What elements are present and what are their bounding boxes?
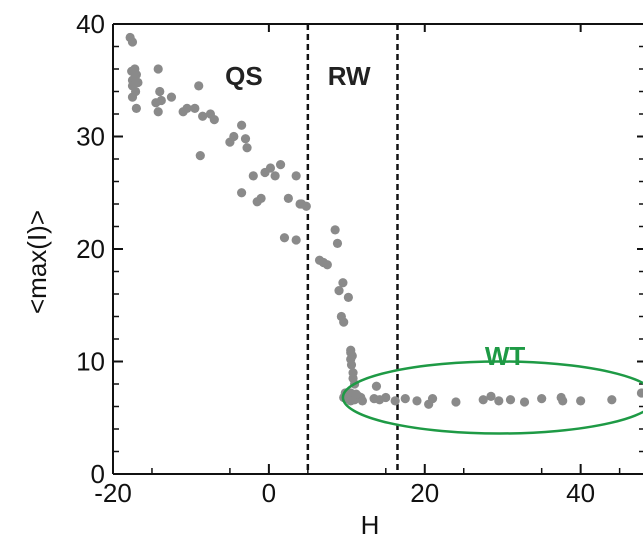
data-point (400, 394, 410, 404)
data-point (338, 278, 348, 288)
y-tick-label: 30 (76, 122, 105, 152)
data-point (242, 143, 252, 153)
data-point (636, 388, 643, 398)
data-point (270, 171, 280, 181)
data-point (486, 391, 496, 401)
region-label-rw: RW (328, 61, 371, 91)
region-label-qs: QS (225, 61, 263, 91)
data-point (153, 64, 163, 74)
y-tick-label: 40 (76, 9, 105, 39)
region-label-wt: WT (485, 341, 526, 371)
data-point (190, 103, 200, 113)
data-point (478, 395, 488, 405)
data-point (229, 131, 239, 142)
data-point (334, 286, 344, 296)
data-point (330, 225, 340, 235)
data-point (155, 86, 165, 97)
data-point (494, 396, 504, 406)
data-point (237, 188, 247, 198)
data-point (291, 171, 301, 181)
data-point (127, 92, 138, 102)
y-tick-label: 20 (76, 234, 105, 264)
data-point (357, 396, 368, 406)
data-point (322, 260, 332, 270)
y-tick-label: 0 (91, 459, 105, 489)
x-tick-label: 20 (410, 478, 439, 508)
data-point (576, 396, 586, 406)
x-axis-title: H (361, 510, 380, 540)
data-point (248, 171, 258, 181)
data-point (127, 37, 138, 47)
data-point (237, 120, 247, 130)
data-point (291, 235, 301, 245)
data-point (283, 193, 293, 203)
data-point (153, 107, 163, 117)
data-point (166, 92, 177, 102)
data-point (131, 103, 141, 113)
data-point (301, 201, 311, 211)
data-point (505, 395, 516, 405)
data-point (339, 317, 349, 327)
x-tick-label: 40 (566, 478, 595, 508)
data-point (256, 193, 266, 203)
wt-ellipse (341, 360, 643, 435)
data-point (332, 238, 343, 248)
data-point (607, 395, 617, 405)
data-point (451, 397, 461, 407)
data-point (275, 160, 286, 170)
regime-boundaries (306, 24, 399, 474)
data-point (427, 394, 438, 404)
wt-ellipse-group (341, 360, 643, 435)
data-point (412, 396, 422, 406)
data-point (537, 394, 547, 404)
data-point (346, 347, 356, 358)
data-points (125, 32, 643, 409)
data-point (343, 292, 353, 302)
data-point (371, 381, 382, 391)
axes (112, 23, 643, 475)
data-point (381, 392, 391, 403)
data-point (279, 233, 290, 243)
data-point (209, 115, 219, 125)
x-tick-label: -20 (94, 478, 132, 508)
y-tick-label: 10 (76, 347, 105, 377)
data-point (194, 81, 204, 91)
data-point (346, 360, 357, 370)
x-tick-label: 0 (262, 478, 276, 508)
data-point (240, 134, 251, 144)
data-point (558, 396, 568, 406)
data-point (519, 397, 530, 407)
data-point (198, 111, 208, 121)
data-point (182, 103, 192, 113)
region-labels: QS RW WT (225, 61, 525, 371)
data-point (390, 396, 400, 406)
data-point (265, 163, 276, 173)
y-axis-title: <max(I)> (22, 210, 52, 314)
data-point (156, 95, 166, 106)
data-point (195, 151, 205, 161)
